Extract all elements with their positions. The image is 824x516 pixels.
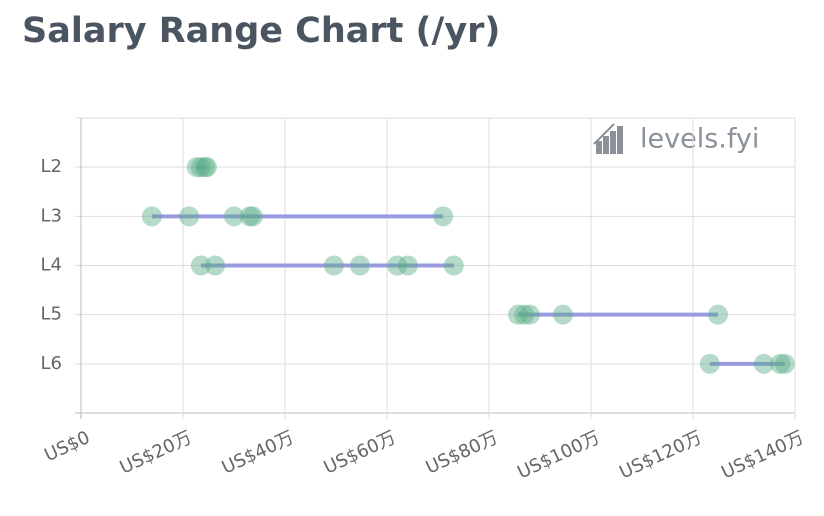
y-tick-label: L3 [41,205,62,226]
dot [141,206,162,227]
dot [770,353,791,374]
dot [397,255,418,276]
x-tick-label: US$40万 [219,427,298,479]
y-tick-label: L2 [41,156,62,177]
dot [552,304,573,325]
logo-icon [593,123,623,154]
dot [699,353,720,374]
x-tick-label: US$20万 [117,427,196,479]
dot [190,255,211,276]
dot [349,255,370,276]
dot [753,353,774,374]
x-tick-label: US$120万 [616,427,705,483]
x-tick-label: US$80万 [423,427,502,479]
dot [239,206,260,227]
dot [190,157,211,178]
dot [519,304,540,325]
dot [196,157,217,178]
dot [205,255,226,276]
dot [707,304,728,325]
y-tick-label: L6 [41,353,62,374]
dot [514,304,535,325]
dot [433,206,454,227]
dot [186,157,207,178]
dot [194,157,215,178]
y-tick-label: L4 [41,255,62,276]
dot [323,255,344,276]
dot [774,353,795,374]
x-tick-label: US$0 [41,427,93,466]
dot [508,304,529,325]
dot [224,206,244,227]
dot [387,255,408,276]
x-tick-label: US$140万 [718,427,807,483]
dot [242,206,263,227]
chart-title: Salary Range Chart (/yr) [22,11,500,51]
dot [179,206,200,227]
watermark: levels.fyi [640,124,759,155]
dot [443,255,464,276]
y-tick-label: L5 [41,304,62,325]
x-tick-label: US$60万 [321,427,400,479]
x-tick-label: US$100万 [514,427,603,483]
